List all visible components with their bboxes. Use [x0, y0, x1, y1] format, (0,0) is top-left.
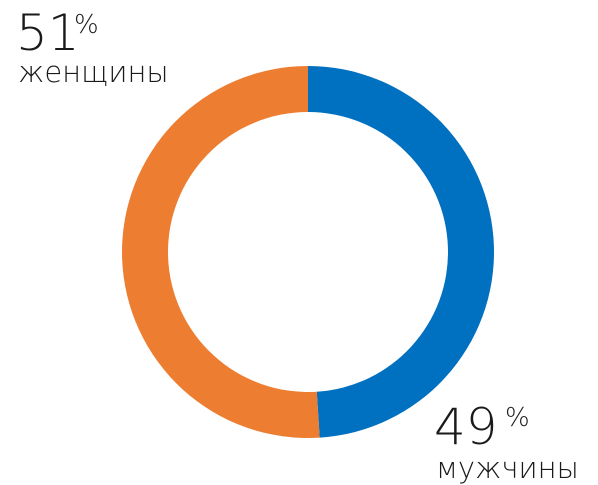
- donut-segment: [308, 66, 494, 438]
- value-unit: %: [505, 403, 530, 433]
- category-label: мужчины: [436, 451, 579, 485]
- value-label: 49: [434, 398, 498, 456]
- donut-segment: [121, 66, 320, 438]
- value-label: 51: [16, 4, 80, 62]
- value-unit: %: [74, 10, 99, 40]
- category-label: женщины: [18, 55, 169, 89]
